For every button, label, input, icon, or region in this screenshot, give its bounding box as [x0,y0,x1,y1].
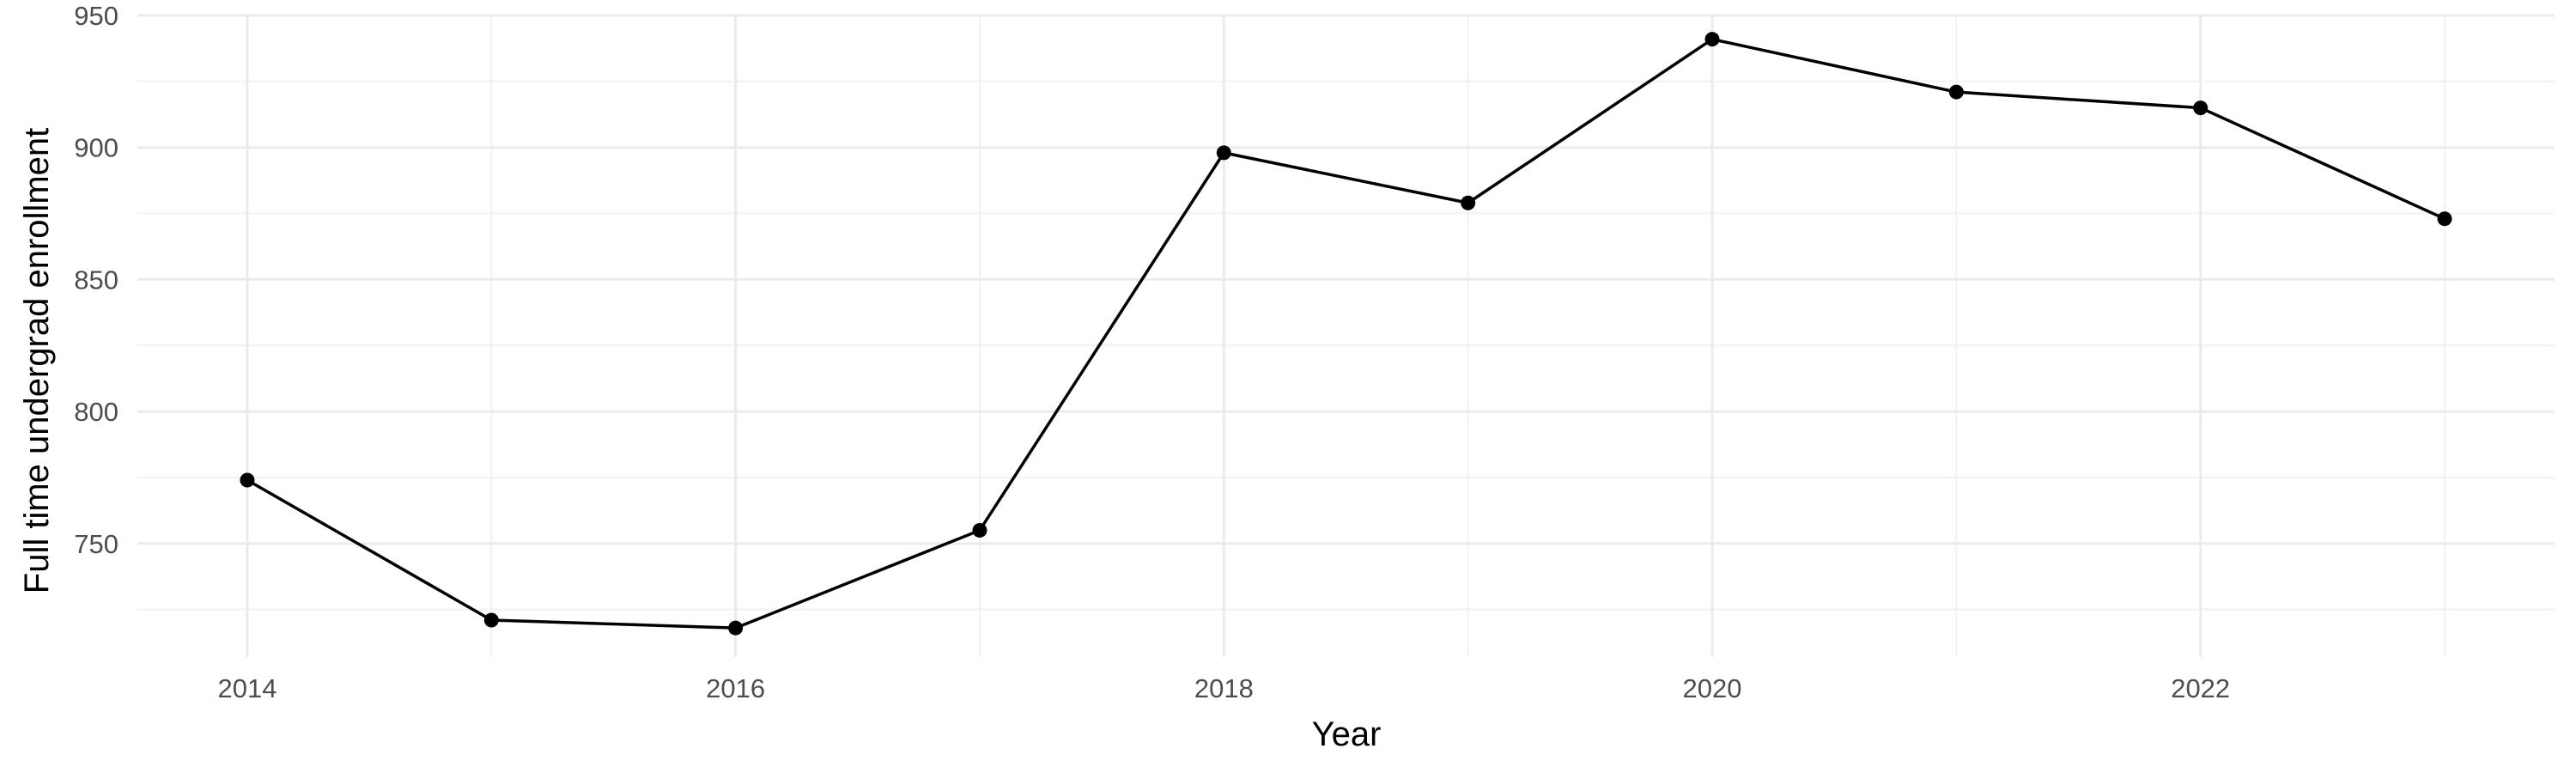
data-point [728,620,744,636]
data-point [1461,195,1476,210]
data-point [1704,32,1720,47]
y-tick-label: 850 [74,265,118,295]
y-tick-label: 750 [74,529,118,559]
y-axis-title: Full time undergrad enrollment [18,128,56,593]
data-point [2437,211,2452,227]
y-tick-label: 950 [74,1,118,31]
x-tick-label: 2020 [1683,673,1742,703]
data-point [2193,100,2208,116]
data-point [1216,145,1231,161]
x-tick-label: 2014 [217,673,276,703]
data-point [1948,84,1964,100]
y-tick-labels: 750 800 850 900 950 [74,1,118,559]
data-point [240,472,255,488]
data-point [483,612,499,628]
y-tick-label: 900 [74,133,118,163]
x-tick-label: 2016 [706,673,765,703]
x-tick-label: 2018 [1194,673,1254,703]
data-point [972,522,987,538]
points-layer [240,32,2452,636]
series-line [246,37,2445,630]
minor-gridlines [137,15,2555,657]
x-tick-labels: 2014 2016 2018 2020 2022 [217,673,2230,703]
x-axis-title: Year [1312,715,1382,753]
series-layer [246,37,2445,630]
y-tick-label: 800 [74,397,118,427]
x-tick-label: 2022 [2171,673,2230,703]
major-gridlines [137,14,2555,657]
